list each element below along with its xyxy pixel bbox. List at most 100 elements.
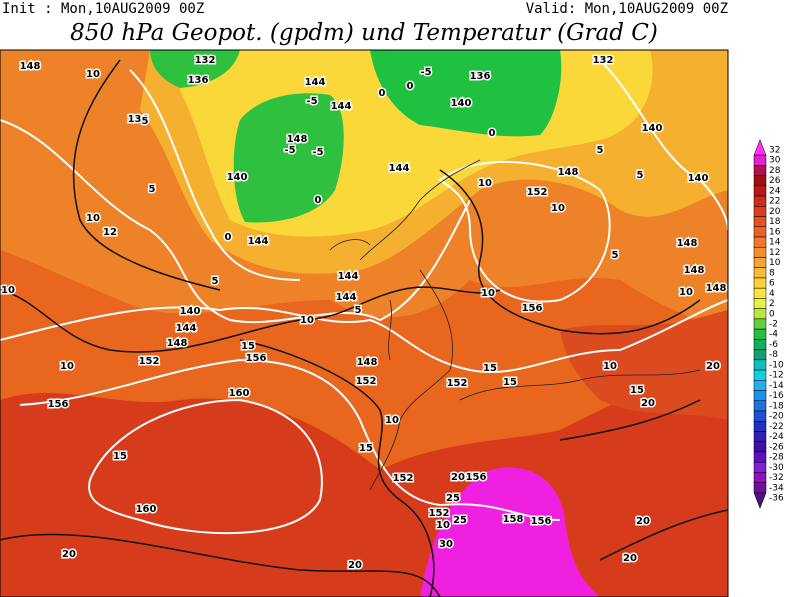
colorbar-swatch [753,400,767,412]
colorbar-label: 22 [769,197,780,207]
contour-label: 10 [86,213,100,224]
contour-label: 5 [612,250,619,261]
contour-label: 0 [315,195,322,206]
contour-label: 0 [379,88,386,99]
colorbar-swatch [753,328,767,340]
colorbar-swatch [753,390,767,402]
colorbar-label: -8 [769,350,778,360]
colorbar-swatch [753,165,767,176]
colorbar-swatch [753,369,767,381]
colorbar-label: 26 [769,176,781,186]
contour-label: 148 [167,338,188,349]
colorbar-label: 12 [769,248,780,258]
colorbar-label: -2 [769,320,778,330]
contour-label: 12 [103,227,117,238]
contour [88,398,323,535]
contour-label: 15 [630,385,644,396]
colorbar-swatch [753,380,767,391]
colorbar-label: -4 [769,330,778,340]
colorbar-swatch [753,226,767,238]
colorbar-swatch [753,246,767,258]
valid-label: Valid: Mon,10AUG2009 00Z [526,1,728,17]
colorbar-swatch [753,339,767,350]
very-hot-zone [420,467,600,597]
contour-label: 20 [62,549,76,560]
contour-label: 160 [229,388,250,399]
contour [0,119,471,324]
contour [129,69,301,281]
colorbar-label: -6 [769,340,778,350]
contour-label: 152 [393,473,414,484]
contour-label: 156 [522,303,543,314]
contour-label: -5 [312,147,323,158]
contour-label: 5 [149,184,156,195]
contour-label: 15 [359,443,373,454]
isotherm [559,399,728,561]
colorbar-swatch [753,206,767,217]
contour-label: 0 [407,81,414,92]
colorbar-swatch [753,236,767,248]
contour-label: 20 [706,361,720,372]
colorbar-label: 4 [769,289,775,299]
contour-label: 132 [195,55,216,66]
contour-label: 10 [385,415,399,426]
contour-label: 156 [531,516,552,527]
contour-label: 144 [338,271,359,282]
colorbar-swatch [753,472,767,483]
contour-label: 144 [248,236,269,247]
colorbar-label: 18 [769,217,781,227]
contour-label: 10 [300,315,314,326]
colorbar-swatch [753,257,767,268]
contour-label: 144 [336,292,357,303]
colorbar-label: 28 [769,166,781,176]
coastline [329,159,701,491]
contour-label: 156 [246,353,267,364]
contour-label: 10 [481,288,495,299]
colorbar-label: -20 [769,412,784,422]
map-frame [0,49,729,597]
contour-label: 10 [436,520,450,531]
contour-label: 5 [597,145,604,156]
contour-label: 20 [348,560,362,571]
colorbar-label: 30 [769,156,781,166]
contour-label: 136 [128,114,149,125]
contour-label: 20 [451,472,465,483]
contour-label: 156 [466,472,487,483]
contour-label: 0 [489,128,496,139]
contour-label: 25 [453,515,467,526]
colorbar-swatch [753,349,767,361]
contour-label: 15 [113,451,127,462]
contour-label: 10 [478,178,492,189]
init-label: Init : Mon,10AUG2009 00Z [2,1,204,17]
colorbar-label: -34 [769,483,784,493]
contour-label: 0 [225,232,232,243]
colorbar-swatch [753,410,767,422]
colorbar-label: -30 [769,463,784,473]
colorbar-swatch [753,277,767,289]
colorbar-label: 8 [769,268,775,278]
contour-label: 20 [636,516,650,527]
contour-label: 20 [623,553,637,564]
contour-label: 144 [176,323,197,334]
colorbar-swatch [753,287,767,299]
isotherm [239,339,435,597]
contour-label: 148 [706,283,727,294]
contour-label: 15 [503,377,517,388]
contour-label: 5 [637,170,644,181]
colorbar-label: 32 [769,146,780,156]
contour-label: 148 [684,265,705,276]
contour-labels: 148 10 132 136 144 136 140 148 144 132 1… [0,54,728,573]
colorbar-label: 14 [769,238,781,248]
contour-label: 25 [446,493,460,504]
colorbar-label: -22 [769,422,784,432]
contour-label: 148 [287,134,308,145]
colorbar-label: -16 [769,391,784,401]
colorbar-swatch [753,195,767,207]
colorbar-label: -28 [769,453,784,463]
contour-label: 152 [447,378,468,389]
contour-label: 10 [551,203,565,214]
colorbar-swatch [753,431,767,442]
colorbar-swatch [753,492,767,509]
contour-label: 10 [603,361,617,372]
